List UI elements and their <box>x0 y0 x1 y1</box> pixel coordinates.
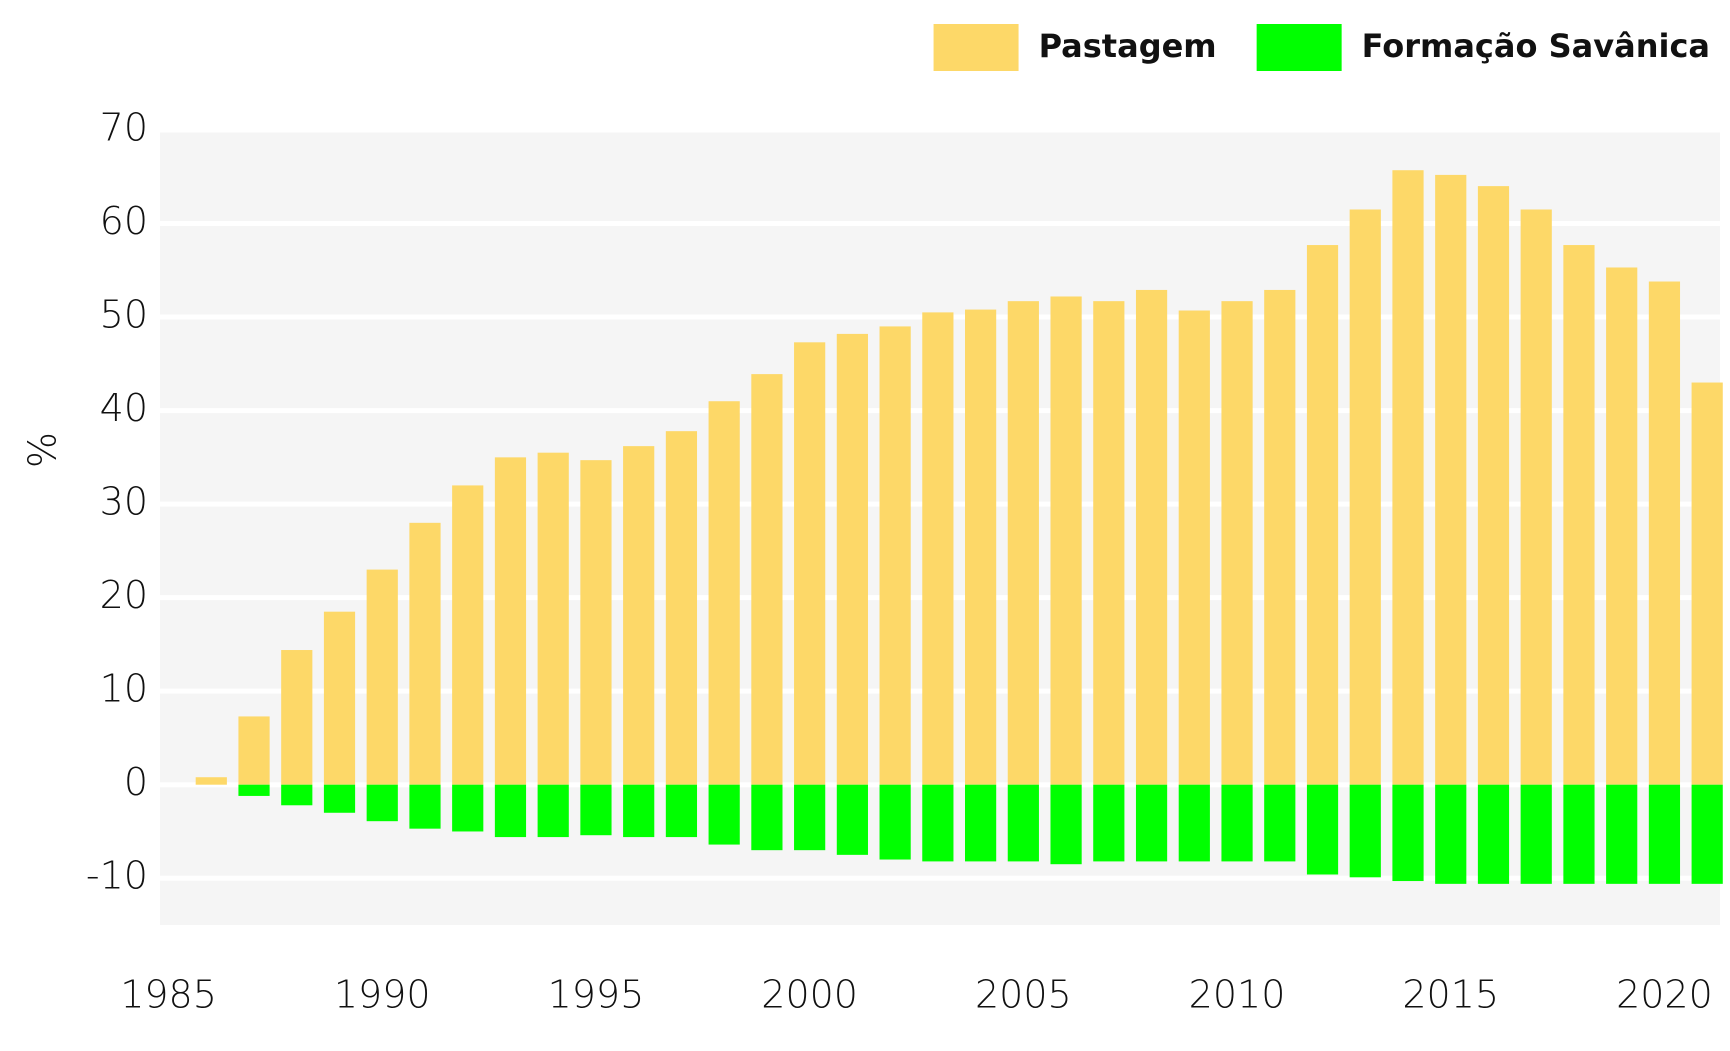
bar <box>922 784 954 862</box>
bar <box>1221 301 1253 785</box>
legend-swatch <box>1256 24 1342 71</box>
bar <box>1435 174 1467 785</box>
bar <box>1520 784 1552 884</box>
bar <box>1648 281 1681 785</box>
bar <box>537 452 569 785</box>
bar <box>281 650 313 785</box>
bar <box>1606 784 1638 884</box>
x-tick-label: 2020 <box>1616 973 1713 1017</box>
bar <box>1178 784 1210 862</box>
bar <box>452 485 484 785</box>
bar <box>238 784 270 796</box>
y-tick-label: 60 <box>100 199 148 243</box>
legend-label: Pastagem <box>1039 27 1217 65</box>
y-tick-label: 0 <box>124 760 148 804</box>
x-tick-label: 2010 <box>1189 973 1286 1017</box>
bar <box>366 569 398 785</box>
y-tick-label: 30 <box>100 480 148 524</box>
bar <box>323 784 356 813</box>
bar <box>665 784 698 838</box>
bar <box>623 446 655 785</box>
bar <box>238 716 270 785</box>
y-tick-label: 40 <box>100 386 148 430</box>
bar <box>965 784 997 862</box>
bar <box>879 784 911 860</box>
bar <box>1135 289 1168 785</box>
bar <box>922 312 954 785</box>
bar <box>1477 784 1510 884</box>
bar <box>366 784 398 822</box>
bar <box>281 784 313 806</box>
y-tick-label: 20 <box>100 573 148 617</box>
bar <box>1648 784 1681 884</box>
x-tick-label: 1995 <box>548 973 645 1017</box>
y-tick-label: 50 <box>100 293 148 337</box>
bar <box>580 784 612 836</box>
bar <box>537 784 569 838</box>
bar <box>1691 784 1723 884</box>
bar <box>1007 301 1039 785</box>
bar <box>708 401 740 785</box>
y-tick-label: -10 <box>86 854 148 898</box>
bar <box>580 460 612 785</box>
bar <box>794 784 826 851</box>
x-tick-label: 2015 <box>1402 973 1499 1017</box>
bar <box>1135 784 1168 862</box>
bar <box>1349 784 1381 878</box>
bar <box>1520 209 1552 785</box>
x-tick-label: 2000 <box>761 973 858 1017</box>
bar <box>623 784 655 838</box>
bar <box>751 784 783 851</box>
legend-label: Formação Savânica <box>1362 27 1710 65</box>
bar <box>879 326 911 785</box>
bar <box>751 374 783 785</box>
bar <box>836 333 868 785</box>
bar <box>665 431 698 785</box>
y-axis-label: % <box>21 432 65 468</box>
bar <box>1306 784 1339 875</box>
bar <box>965 309 997 785</box>
bar <box>1563 245 1595 785</box>
bar <box>836 784 868 855</box>
bar <box>1093 301 1125 785</box>
bar <box>1392 170 1424 785</box>
bar <box>195 777 227 785</box>
bar <box>1007 784 1039 862</box>
bar <box>1306 245 1339 785</box>
bar <box>323 611 356 785</box>
bar <box>1563 784 1595 884</box>
x-tick-label: 1990 <box>334 973 431 1017</box>
bar <box>494 457 527 785</box>
bar <box>794 342 826 785</box>
bar <box>1178 310 1210 785</box>
bar <box>1093 784 1125 862</box>
bar <box>1221 784 1253 862</box>
bar <box>409 784 441 829</box>
x-tick-label: 1985 <box>120 973 217 1017</box>
bar <box>1264 784 1296 862</box>
legend-swatch <box>933 24 1019 71</box>
bar <box>1349 209 1381 785</box>
bar <box>708 784 740 845</box>
bar <box>1050 296 1082 785</box>
bar <box>494 784 527 838</box>
bar <box>1435 784 1467 884</box>
bar <box>1477 186 1510 785</box>
bar <box>1050 784 1082 865</box>
bar <box>409 522 441 785</box>
bar <box>452 784 484 832</box>
bar <box>1264 289 1296 785</box>
x-tick-label: 2005 <box>975 973 1072 1017</box>
bar <box>1606 267 1638 785</box>
bar <box>1392 784 1424 882</box>
y-tick-label: 70 <box>100 106 148 150</box>
y-tick-label: 10 <box>100 667 148 711</box>
bar <box>1691 382 1723 785</box>
